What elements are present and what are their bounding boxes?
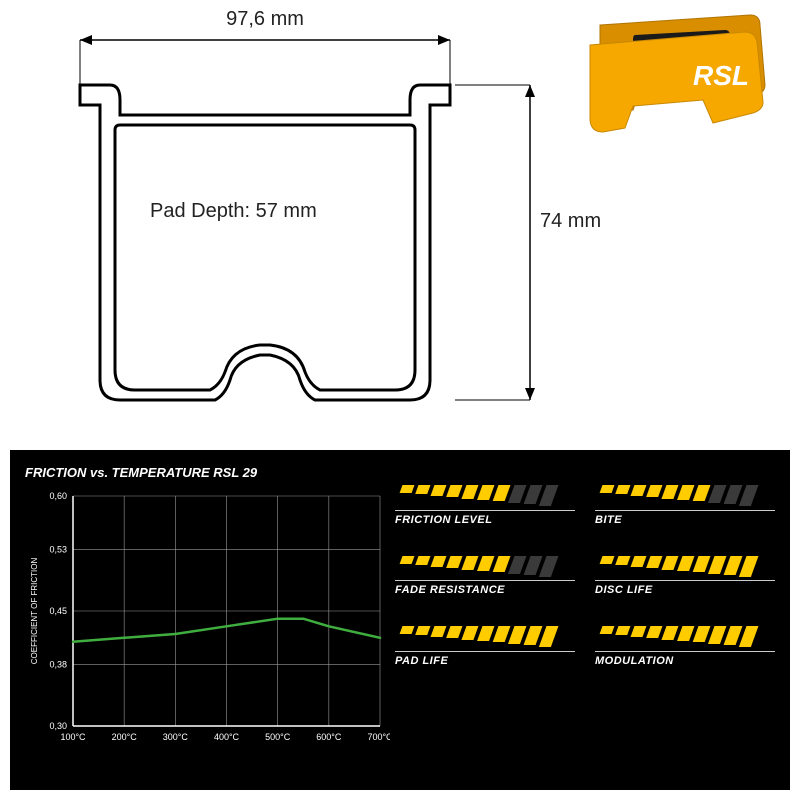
rating-bar	[677, 556, 694, 571]
rating-bars	[395, 556, 582, 577]
rating-bar	[646, 626, 662, 638]
rating-bar	[677, 626, 694, 641]
rating-bar	[477, 556, 494, 571]
chart-container: FRICTION vs. TEMPERATURE RSL 29 0,30 0,38…	[25, 465, 390, 765]
rating-bar	[539, 485, 558, 506]
rating-bar	[600, 485, 615, 493]
svg-text:700°C: 700°C	[367, 732, 390, 742]
rating-bar	[446, 485, 462, 497]
svg-text:0,30: 0,30	[49, 721, 67, 731]
rating-label: BITE	[595, 510, 775, 526]
rating-bar	[400, 626, 415, 634]
rating-bars	[595, 626, 782, 647]
svg-text:0,45: 0,45	[49, 606, 67, 616]
rating-bar	[400, 485, 415, 493]
rating-bar	[631, 556, 647, 567]
rating-bar	[615, 626, 630, 635]
svg-text:COEFFICIENT OF FRICTION: COEFFICIENT OF FRICTION	[30, 558, 39, 665]
rating-bar	[539, 626, 558, 647]
diagram-section: 97,6 mm 74 mm Pad Depth: 57 mm RSL	[0, 0, 800, 440]
rating-bar	[615, 485, 630, 494]
brand-text: RSL	[693, 60, 749, 91]
rating-bar	[693, 556, 711, 572]
rating-label: FADE RESISTANCE	[395, 580, 575, 596]
rating-bar	[477, 626, 494, 641]
rating-bar	[493, 485, 511, 501]
svg-text:500°C: 500°C	[265, 732, 291, 742]
rating-bar	[431, 485, 447, 496]
rating-bars	[395, 485, 582, 506]
rating-bar	[631, 485, 647, 496]
rating-item: PAD LIFE	[395, 626, 575, 667]
rating-bar	[431, 626, 447, 637]
rating-bar	[600, 626, 615, 634]
rating-label: FRICTION LEVEL	[395, 510, 575, 526]
rating-bar	[462, 485, 479, 499]
rating-bar	[646, 556, 662, 568]
rating-item: DISC LIFE	[595, 556, 775, 597]
rating-bar	[446, 556, 462, 568]
friction-chart: 0,30 0,38 0,45 0,53 0,60 100°C 200°C 300°C 400°C…	[25, 486, 390, 756]
rating-item: FRICTION LEVEL	[395, 485, 575, 526]
svg-text:0,38: 0,38	[49, 660, 67, 670]
rating-bar	[662, 485, 679, 499]
rating-bar	[739, 485, 758, 506]
rating-item: FADE RESISTANCE	[395, 556, 575, 597]
height-dimension: 74 mm	[540, 210, 601, 233]
rating-bar	[431, 556, 447, 567]
rating-bar	[739, 626, 758, 647]
svg-text:100°C: 100°C	[60, 732, 86, 742]
rating-bar	[708, 556, 726, 574]
rating-bars	[395, 626, 582, 647]
svg-text:0,53: 0,53	[49, 545, 67, 555]
rating-bar	[415, 485, 430, 494]
product-illustration: RSL	[575, 10, 780, 145]
rating-label: MODULATION	[595, 651, 775, 667]
width-dimension: 97,6 mm	[80, 8, 450, 31]
chart-title: FRICTION vs. TEMPERATURE RSL 29	[25, 465, 390, 480]
rating-bar	[415, 626, 430, 635]
rating-bar	[646, 485, 662, 497]
rating-bar	[662, 556, 679, 570]
rating-bar	[677, 485, 694, 500]
pad-depth-label: Pad Depth: 57 mm	[150, 200, 317, 223]
data-panel: FRICTION vs. TEMPERATURE RSL 29 0,30 0,38…	[10, 450, 790, 790]
rating-bar	[693, 626, 711, 642]
rating-bar	[462, 626, 479, 640]
rating-bar	[615, 556, 630, 565]
rating-bar	[400, 556, 415, 564]
svg-text:400°C: 400°C	[214, 732, 240, 742]
rating-bar	[508, 556, 526, 574]
rating-label: PAD LIFE	[395, 651, 575, 667]
svg-text:200°C: 200°C	[112, 732, 138, 742]
rating-bars	[595, 556, 782, 577]
rating-label: DISC LIFE	[595, 580, 775, 596]
svg-text:300°C: 300°C	[163, 732, 189, 742]
rating-bar	[477, 485, 494, 500]
rating-bar	[415, 556, 430, 565]
rating-item: BITE	[595, 485, 775, 526]
ratings-container: FRICTION LEVEL BITE FADE RESISTANCE DISC LI…	[395, 465, 775, 667]
rating-item: MODULATION	[595, 626, 775, 667]
rating-bar	[600, 556, 615, 564]
rating-bar	[493, 626, 511, 642]
svg-text:0,60: 0,60	[49, 491, 67, 501]
rating-bar	[539, 556, 558, 577]
rating-bar	[662, 626, 679, 640]
svg-text:600°C: 600°C	[316, 732, 342, 742]
rating-bars	[595, 485, 782, 506]
rating-bar	[693, 485, 711, 501]
rating-bar	[739, 556, 758, 577]
rating-bar	[631, 626, 647, 637]
rating-bar	[493, 556, 511, 572]
rating-bar	[462, 556, 479, 570]
rating-bar	[446, 626, 462, 638]
